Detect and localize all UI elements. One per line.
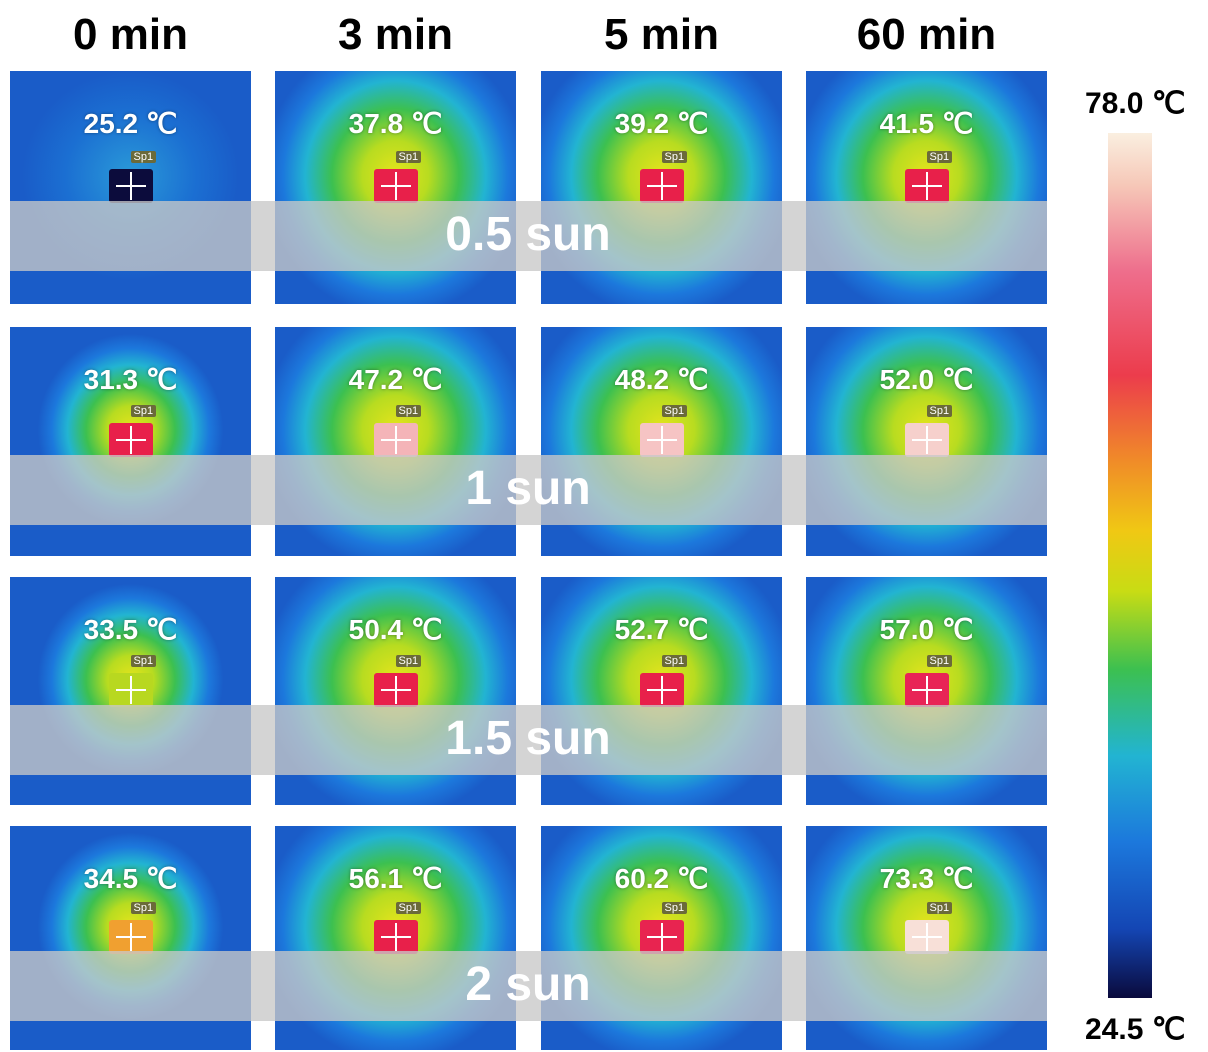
temperature: 47.2 ℃ bbox=[275, 363, 516, 396]
crosshair-v bbox=[926, 923, 928, 951]
spot-label: Sp1 bbox=[131, 902, 157, 914]
temperature: 37.8 ℃ bbox=[275, 107, 516, 140]
column-header: 5 min bbox=[541, 10, 782, 60]
temperature: 31.3 ℃ bbox=[10, 363, 251, 396]
temperature: 52.0 ℃ bbox=[806, 363, 1047, 396]
spot-label: Sp1 bbox=[927, 405, 953, 417]
colorbar-min: 24.5 ℃ bbox=[1085, 1012, 1208, 1047]
temperature: 56.1 ℃ bbox=[275, 862, 516, 895]
crosshair-v bbox=[395, 676, 397, 704]
temperature: 41.5 ℃ bbox=[806, 107, 1047, 140]
crosshair-v bbox=[395, 923, 397, 951]
temperature: 25.2 ℃ bbox=[10, 107, 251, 140]
column-header: 60 min bbox=[806, 10, 1047, 60]
crosshair-v bbox=[661, 676, 663, 704]
figure: 78.0 ℃ 24.5 ℃ 0 min 3 min 5 min 60 min Sp1 25… bbox=[0, 0, 1208, 1052]
spot-label: Sp1 bbox=[927, 151, 953, 163]
crosshair-v bbox=[130, 172, 132, 200]
crosshair-v bbox=[661, 923, 663, 951]
spot-label: Sp1 bbox=[662, 902, 688, 914]
crosshair-v bbox=[926, 172, 928, 200]
crosshair-v bbox=[130, 676, 132, 704]
colorbar-max: 78.0 ℃ bbox=[1085, 86, 1208, 121]
irradiance-label: 1.5 sun bbox=[328, 711, 728, 766]
crosshair-v bbox=[395, 172, 397, 200]
spot-label: Sp1 bbox=[662, 655, 688, 667]
temperature: 57.0 ℃ bbox=[806, 613, 1047, 646]
spot-label: Sp1 bbox=[927, 655, 953, 667]
irradiance-label: 1 sun bbox=[328, 461, 728, 516]
spot-label: Sp1 bbox=[131, 151, 157, 163]
spot-label: Sp1 bbox=[396, 655, 422, 667]
crosshair-v bbox=[130, 426, 132, 454]
crosshair-v bbox=[395, 426, 397, 454]
temperature: 34.5 ℃ bbox=[10, 862, 251, 895]
spot-label: Sp1 bbox=[662, 151, 688, 163]
temperature: 52.7 ℃ bbox=[541, 613, 782, 646]
spot-label: Sp1 bbox=[396, 902, 422, 914]
crosshair-v bbox=[661, 426, 663, 454]
crosshair-v bbox=[926, 676, 928, 704]
temperature: 50.4 ℃ bbox=[275, 613, 516, 646]
colorbar bbox=[1108, 133, 1152, 998]
spot-label: Sp1 bbox=[131, 655, 157, 667]
crosshair-v bbox=[661, 172, 663, 200]
spot-label: Sp1 bbox=[662, 405, 688, 417]
temperature: 73.3 ℃ bbox=[806, 862, 1047, 895]
column-header: 3 min bbox=[275, 10, 516, 60]
irradiance-label: 0.5 sun bbox=[328, 207, 728, 262]
crosshair-v bbox=[926, 426, 928, 454]
spot-label: Sp1 bbox=[396, 405, 422, 417]
crosshair-v bbox=[130, 923, 132, 951]
spot-label: Sp1 bbox=[131, 405, 157, 417]
irradiance-label: 2 sun bbox=[328, 957, 728, 1012]
spot-label: Sp1 bbox=[927, 902, 953, 914]
column-header: 0 min bbox=[10, 10, 251, 60]
temperature: 60.2 ℃ bbox=[541, 862, 782, 895]
spot-label: Sp1 bbox=[396, 151, 422, 163]
temperature: 48.2 ℃ bbox=[541, 363, 782, 396]
temperature: 33.5 ℃ bbox=[10, 613, 251, 646]
temperature: 39.2 ℃ bbox=[541, 107, 782, 140]
